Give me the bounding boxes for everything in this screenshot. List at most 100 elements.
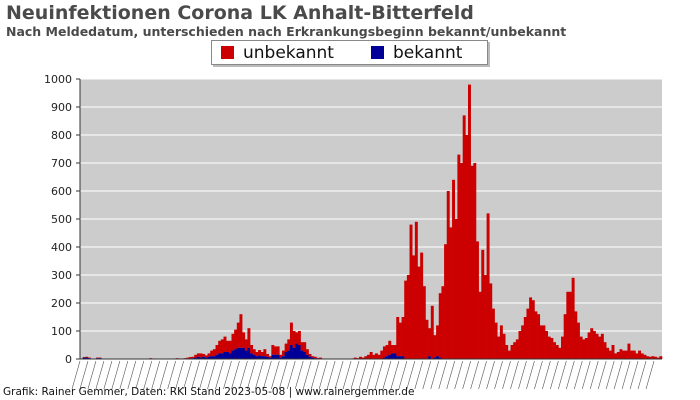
bar-unbekannt: [313, 356, 317, 359]
bar-bekannt: [210, 356, 214, 359]
bar-unbekannt: [85, 356, 89, 358]
bar-bekannt: [226, 352, 230, 359]
bar-unbekannt: [568, 291, 572, 359]
bar-bekannt: [244, 350, 248, 359]
bar-unbekannt: [281, 350, 285, 357]
bar-unbekannt: [547, 336, 551, 359]
bar-unbekannt: [630, 350, 634, 359]
bar-unbekannt: [606, 347, 610, 359]
bar-unbekannt: [659, 356, 663, 359]
bar-unbekannt: [319, 357, 323, 359]
x-tick-mark: [87, 360, 97, 390]
bar-unbekannt: [457, 154, 461, 359]
x-tick-mark: [95, 360, 105, 390]
bar-unbekannt: [656, 357, 660, 359]
bar-unbekannt: [247, 328, 251, 348]
bar-unbekannt: [632, 350, 636, 359]
bar-unbekannt: [234, 329, 238, 350]
bar-bekannt: [271, 354, 275, 359]
bar-unbekannt: [186, 357, 190, 359]
legend-swatch-bekannt: [370, 46, 384, 59]
x-tick-mark: [111, 360, 121, 390]
bar-bekannt: [382, 357, 386, 359]
bar-unbekannt: [367, 354, 370, 359]
bar-unbekannt: [210, 350, 214, 357]
bar-unbekannt: [624, 350, 628, 359]
bar-unbekannt: [454, 219, 458, 359]
legend-swatch-unbekannt: [221, 46, 234, 59]
y-tick-label: 400: [51, 241, 72, 254]
x-tick-mark: [478, 360, 487, 390]
x-tick-mark: [494, 360, 503, 390]
bar-unbekannt: [359, 356, 362, 359]
bar-unbekannt: [473, 163, 477, 359]
bar-unbekannt: [587, 332, 591, 359]
bar-unbekannt: [475, 241, 479, 359]
bar-unbekannt: [239, 314, 243, 348]
bar-unbekannt: [566, 291, 570, 359]
bar-unbekannt: [420, 252, 424, 359]
bar-unbekannt: [635, 353, 639, 359]
bar-bekannt: [242, 347, 246, 359]
bar-bekannt: [295, 343, 299, 359]
bar-unbekannt: [396, 317, 400, 357]
bar-unbekannt: [250, 345, 254, 354]
x-tick-mark: [199, 360, 208, 390]
bar-unbekannt: [558, 347, 562, 359]
bar-bekannt: [85, 357, 89, 359]
bar-bekannt: [398, 356, 402, 359]
bar-unbekannt: [619, 349, 623, 359]
bar-unbekannt: [441, 286, 445, 359]
x-tick-mark: [334, 360, 344, 390]
bar-unbekannt: [470, 165, 474, 359]
bar-unbekannt: [284, 343, 288, 352]
bar-unbekannt: [608, 350, 612, 359]
bar-unbekannt: [518, 331, 522, 359]
x-tick-mark: [382, 360, 392, 390]
bar-unbekannt: [289, 322, 293, 345]
x-tick-mark: [597, 360, 607, 390]
bar-unbekannt: [502, 333, 506, 359]
bar-unbekannt: [507, 350, 511, 359]
bar-unbekannt: [462, 115, 466, 360]
bar-unbekannt: [510, 345, 514, 359]
bar-unbekannt: [542, 325, 546, 359]
bar-bekannt: [250, 353, 254, 359]
bar-unbekannt: [638, 350, 642, 359]
bar-unbekannt: [654, 356, 657, 359]
bar-unbekannt: [212, 349, 216, 357]
bar-bekannt: [385, 356, 389, 359]
bar-unbekannt: [98, 357, 102, 359]
x-tick-mark: [621, 360, 631, 390]
bar-unbekannt: [513, 342, 517, 359]
bar-unbekannt: [300, 342, 304, 351]
bar-unbekannt: [404, 280, 408, 359]
x-tick-mark: [318, 360, 328, 390]
x-tick-mark: [119, 360, 129, 390]
x-tick-mark: [255, 360, 264, 390]
bar-unbekannt: [614, 353, 618, 359]
bar-unbekannt: [377, 354, 381, 359]
bar-unbekannt: [422, 286, 426, 359]
bar-unbekannt: [95, 357, 99, 359]
bar-bekannt: [258, 355, 262, 359]
bar-unbekannt: [648, 356, 652, 359]
bar-bekannt: [438, 357, 442, 359]
y-tick-label: 0: [65, 353, 72, 366]
bar-unbekannt: [643, 354, 647, 359]
bar-unbekannt: [255, 352, 259, 357]
bar-unbekannt: [531, 300, 535, 359]
x-tick-mark: [326, 360, 336, 390]
bar-unbekannt: [276, 346, 280, 355]
x-tick-mark: [637, 360, 647, 390]
x-tick-mark: [398, 360, 408, 390]
chart-footer: Grafik: Rainer Gemmer, Daten: RKI Stand …: [3, 386, 415, 398]
bar-unbekannt: [425, 319, 429, 359]
bar-bekannt: [287, 350, 291, 359]
bar-unbekannt: [316, 357, 320, 359]
x-tick-mark: [502, 360, 511, 390]
x-tick-mark: [231, 360, 240, 390]
bar-unbekannt: [414, 221, 418, 359]
bar-unbekannt: [481, 249, 485, 359]
